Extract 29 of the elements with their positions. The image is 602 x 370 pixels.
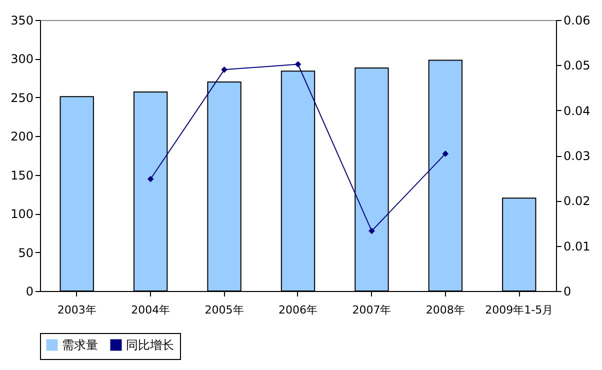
- x-tick-label: 2007年: [352, 304, 392, 316]
- x-tick-label: 2003年: [57, 304, 96, 316]
- point: [368, 228, 375, 234]
- y2-tick-label: 0.05: [564, 58, 590, 73]
- y-tick-label: 200: [10, 130, 34, 144]
- x-tick-label: 2005年: [204, 304, 244, 316]
- y-tick-label: 100: [10, 207, 34, 222]
- legend-label: 同比增长: [126, 338, 174, 352]
- legend-label: 需求量: [62, 338, 98, 352]
- y-tick-label: 300: [10, 52, 34, 66]
- y2-tick-label: 0.03: [564, 149, 590, 163]
- y2-tick-label: 0.06: [564, 14, 590, 28]
- y-tick-label: 150: [10, 168, 34, 182]
- x-tick-label: 2006年: [278, 304, 318, 316]
- point: [221, 66, 228, 73]
- y-tick-label: 50: [18, 246, 34, 260]
- y2-tick-label: 0.01: [564, 239, 590, 254]
- x-tick-label: 2009年1-5月: [485, 304, 554, 316]
- y2-tick-label: 0.04: [564, 104, 590, 118]
- point: [294, 61, 302, 68]
- x-tick-label: 2004年: [131, 304, 170, 316]
- point: [442, 150, 449, 157]
- y2-tick-label: 0: [564, 284, 572, 298]
- point: [147, 176, 154, 182]
- y-tick-label: 250: [10, 90, 34, 105]
- y2-tick-label: 0.02: [564, 194, 590, 208]
- y-tick-label: 0: [26, 284, 34, 298]
- x-tick-label: 2008年: [426, 304, 465, 316]
- y-tick-label: 350: [10, 14, 34, 28]
